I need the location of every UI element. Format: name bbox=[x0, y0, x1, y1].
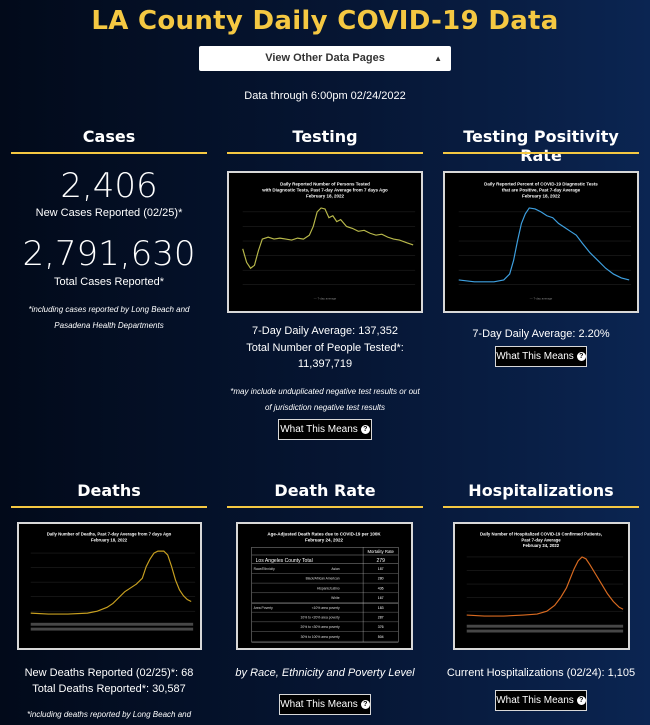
hospitalizations-chart: Daily Number of Hospitalized COVID-19 Co… bbox=[453, 522, 630, 650]
death-rate-row-value: 183 bbox=[378, 606, 384, 610]
positivity-line bbox=[458, 207, 630, 283]
testing-chart-title-2: with Diagnostic Tests, Past 7-day Averag… bbox=[261, 187, 388, 192]
deaths-title: Deaths bbox=[77, 481, 141, 500]
cases-rule bbox=[11, 152, 207, 154]
hosp-chart-title-2: Past 7-day Average bbox=[521, 537, 561, 542]
cases-total-count: 2,791,630 bbox=[22, 234, 196, 274]
hosp-line bbox=[466, 556, 624, 617]
death-rate-row-value: 436 bbox=[378, 586, 384, 590]
death-rate-row-label: Asian bbox=[331, 567, 339, 571]
question-icon: ? bbox=[576, 351, 586, 361]
positivity-chart-title-1: Daily Reported Percent of COVID-19 Diagn… bbox=[484, 182, 598, 187]
death-rate-row-value: 504 bbox=[378, 635, 384, 639]
positivity-chart-title-3: February 18, 2022 bbox=[522, 193, 560, 198]
death-rate-row-group: Race/Ethnicity bbox=[254, 567, 276, 571]
select-label: View Other Data Pages bbox=[265, 52, 385, 64]
hospitalizations-rule bbox=[443, 506, 639, 508]
death-rate-chart-title-2: February 24, 2022 bbox=[305, 537, 343, 542]
death-rate-row-label: 10% to <20% area poverty bbox=[301, 615, 340, 619]
data-through-text: Data through 6:00pm 02/24/2022 bbox=[244, 90, 406, 102]
svg-text:— 7-day average: — 7-day average bbox=[530, 296, 553, 300]
positivity-button-label: What This Means bbox=[496, 351, 574, 362]
death-rate-row-label: Hispanic/Latino bbox=[317, 586, 340, 590]
death-rate-county-value: 279 bbox=[376, 558, 385, 564]
positivity-rule bbox=[443, 152, 639, 154]
select-caret-icon: ▲ bbox=[434, 54, 442, 63]
testing-button-label: What This Means bbox=[280, 424, 358, 435]
positivity-title: Testing Positivity Rate bbox=[463, 127, 619, 165]
positivity-chart-title-2: that are Positive, Past 7-day Average bbox=[502, 187, 581, 192]
death-rate-county-label: Los Angeles County Total bbox=[256, 558, 313, 564]
testing-line bbox=[242, 207, 414, 270]
testing-rule bbox=[227, 152, 423, 154]
death-rate-table: Age-Adjusted Death Rates due to COVID-19… bbox=[236, 522, 413, 650]
death-rate-row-label: Black/African American bbox=[306, 577, 340, 581]
positivity-chart: Daily Reported Percent of COVID-19 Diagn… bbox=[443, 171, 639, 313]
death-rate-row-group: Area Poverty bbox=[254, 606, 273, 610]
question-icon: ? bbox=[576, 695, 586, 705]
testing-total-value: 11,397,719 bbox=[297, 358, 353, 370]
testing-chart-title-3: February 18, 2022 bbox=[306, 193, 344, 198]
positivity-avg: 7-Day Daily Average: 2.20% bbox=[472, 328, 610, 340]
testing-what-this-means-button[interactable]: What This Means? bbox=[278, 419, 372, 440]
deaths-note: *including deaths reported by Long Beach… bbox=[26, 710, 192, 719]
death-rate-row-value: 376 bbox=[378, 625, 384, 629]
testing-total-label: Total Number of People Tested*: bbox=[246, 342, 404, 354]
hospitalizations-button-label: What This Means bbox=[496, 695, 574, 706]
death-rate-row-label: 30% to 100% area poverty bbox=[301, 635, 340, 639]
death-rate-rule bbox=[227, 506, 423, 508]
question-icon: ? bbox=[360, 424, 370, 434]
death-rate-row-value: 187 bbox=[378, 567, 384, 571]
death-rate-row-value: 287 bbox=[378, 615, 384, 619]
deaths-chart-title-1: Daily Number of Deaths, Past 7-day Avera… bbox=[47, 532, 172, 537]
deaths-line bbox=[30, 550, 192, 615]
testing-title: Testing bbox=[292, 127, 358, 146]
death-rate-header: Mortality Rate bbox=[367, 549, 394, 554]
cases-title: Cases bbox=[82, 127, 136, 146]
death-rate-row-value: 167 bbox=[378, 596, 384, 600]
death-rate-row-value: 280 bbox=[378, 577, 384, 581]
death-rate-chart-title-1: Age-Adjusted Death Rates due to COVID-19… bbox=[267, 532, 381, 537]
page-title: LA County Daily COVID-19 Data bbox=[91, 6, 559, 36]
death-rate-row-label: <10% area poverty bbox=[312, 606, 340, 610]
hosp-chart-title-3: February 24, 2022 bbox=[523, 543, 560, 548]
cases-note: *including cases reported by Long Beach … bbox=[28, 305, 190, 330]
hosp-chart-title-1: Daily Number of Hospitalized COVID-19 Co… bbox=[480, 532, 602, 537]
hospitalizations-title: Hospitalizations bbox=[468, 481, 614, 500]
cases-new-label: New Cases Reported (02/25)* bbox=[35, 207, 183, 219]
testing-chart: Daily Reported Number of Persons Tested … bbox=[227, 171, 423, 313]
death-rate-what-this-means-button[interactable]: What This Means? bbox=[279, 694, 371, 715]
death-rate-row-label: White bbox=[331, 596, 340, 600]
hospitalizations-current: Current Hospitalizations (02/24): 1,105 bbox=[446, 667, 636, 679]
hospitalizations-what-this-means-button[interactable]: What This Means? bbox=[495, 690, 587, 711]
deaths-chart: Daily Number of Deaths, Past 7-day Avera… bbox=[17, 522, 202, 650]
data-pages-select[interactable]: View Other Data Pages ▲ bbox=[199, 46, 451, 71]
positivity-what-this-means-button[interactable]: What This Means? bbox=[495, 346, 587, 367]
testing-note: *may include unduplicated negative test … bbox=[230, 387, 420, 412]
testing-avg: 7-Day Daily Average: 137,352 bbox=[252, 325, 398, 337]
death-rate-caption: by Race, Ethnicity and Poverty Level bbox=[235, 667, 415, 679]
question-icon: ? bbox=[360, 699, 370, 709]
deaths-total-label: Total Deaths Reported*: 30,587 bbox=[32, 683, 186, 695]
cases-new-count: 2,406 bbox=[60, 166, 158, 206]
deaths-new-label: New Deaths Reported (02/25)*: 68 bbox=[24, 667, 194, 679]
death-rate-button-label: What This Means bbox=[280, 699, 358, 710]
deaths-chart-title-2: February 18, 2022 bbox=[91, 537, 128, 542]
cases-total-label: Total Cases Reported* bbox=[53, 276, 165, 288]
death-rate-title: Death Rate bbox=[274, 481, 376, 500]
svg-text:— 7-day average: — 7-day average bbox=[314, 296, 337, 300]
testing-chart-title-1: Daily Reported Number of Persons Tested bbox=[280, 182, 370, 187]
deaths-rule bbox=[11, 506, 207, 508]
death-rate-row-label: 20% to <30% area poverty bbox=[301, 625, 340, 629]
